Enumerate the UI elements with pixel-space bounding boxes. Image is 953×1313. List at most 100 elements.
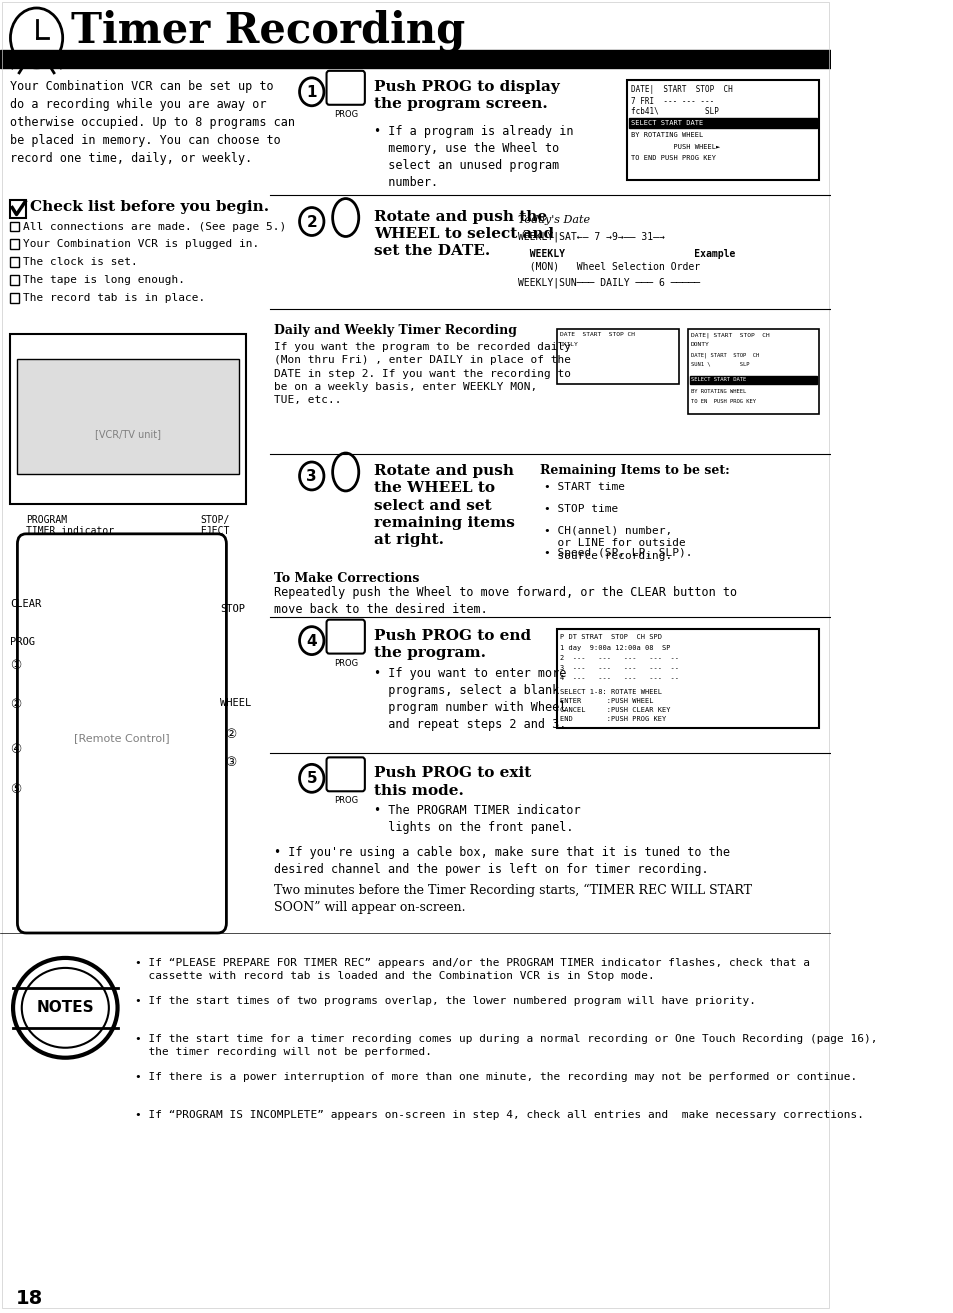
Text: ①: ① bbox=[10, 659, 22, 671]
Text: DATE  START  STOP CH: DATE START STOP CH bbox=[559, 332, 635, 337]
Text: PROGRAM
TIMER indicator: PROGRAM TIMER indicator bbox=[26, 515, 114, 537]
Text: PROG: PROG bbox=[334, 796, 357, 805]
Text: The tape is long enough.: The tape is long enough. bbox=[23, 276, 185, 285]
Text: ⑤: ⑤ bbox=[10, 784, 22, 796]
Bar bbox=[17, 360, 238, 474]
Bar bbox=[10, 257, 19, 268]
Text: • If the start time for a timer recording comes up during a normal recording or : • If the start time for a timer recordin… bbox=[134, 1033, 877, 1057]
Text: Repeatedly push the Wheel to move forward, or the CLEAR button to
move back to t: Repeatedly push the Wheel to move forwar… bbox=[274, 586, 737, 616]
Text: 3  ---   ---   ---   ---  --: 3 --- --- --- --- -- bbox=[559, 664, 679, 671]
Text: SELECT START DATE: SELECT START DATE bbox=[690, 377, 745, 382]
Bar bbox=[557, 330, 679, 385]
Text: 18: 18 bbox=[15, 1289, 43, 1308]
Text: • If a program is already in
  memory, use the Wheel to
  select an unused progr: • If a program is already in memory, use… bbox=[374, 125, 574, 189]
Text: Rotate and push the
WHEEL to select and
set the DATE.: Rotate and push the WHEEL to select and … bbox=[374, 210, 554, 259]
Text: 3: 3 bbox=[306, 469, 316, 484]
Text: Push PROG to end
the program.: Push PROG to end the program. bbox=[374, 629, 531, 660]
Text: SUN1 \         SLP: SUN1 \ SLP bbox=[690, 361, 748, 366]
Text: STOP: STOP bbox=[220, 604, 245, 613]
Text: DATE| START  STOP  CH: DATE| START STOP CH bbox=[690, 332, 768, 337]
Text: WEEKLY|SUN─── DAILY ─── 6 ─────: WEEKLY|SUN─── DAILY ─── 6 ───── bbox=[517, 277, 700, 288]
Text: WEEKLY|SAT←— 7 →9→—— 31—→: WEEKLY|SAT←— 7 →9→—— 31—→ bbox=[517, 231, 664, 242]
Text: CLEAR: CLEAR bbox=[10, 599, 42, 609]
Text: Your Combination VCR can be set up to
do a recording while you are away or
other: Your Combination VCR can be set up to do… bbox=[10, 80, 295, 165]
Text: TO END PUSH PROG KEY: TO END PUSH PROG KEY bbox=[631, 155, 716, 160]
Text: • If you're using a cable box, make sure that it is tuned to the
desired channel: • If you're using a cable box, make sure… bbox=[274, 846, 730, 876]
Text: 1 day  9:00a 12:00a 08  SP: 1 day 9:00a 12:00a 08 SP bbox=[559, 645, 670, 651]
Text: Check list before you begin.: Check list before you begin. bbox=[30, 200, 270, 214]
Text: 7 FRI  --- --- ---: 7 FRI --- --- --- bbox=[631, 97, 714, 106]
Text: [VCR/TV unit]: [VCR/TV unit] bbox=[95, 429, 161, 439]
Text: 4  ---   ---   ---   ---  --: 4 --- --- --- --- -- bbox=[559, 675, 679, 680]
Text: NOTES: NOTES bbox=[36, 999, 94, 1015]
Text: ④: ④ bbox=[10, 743, 22, 756]
Text: STOP/
EJECT: STOP/ EJECT bbox=[200, 515, 230, 537]
Text: • If “PLEASE PREPARE FOR TIMER REC” appears and/or the PROGRAM TIMER indicator f: • If “PLEASE PREPARE FOR TIMER REC” appe… bbox=[134, 958, 809, 981]
Text: Timer Recording: Timer Recording bbox=[71, 11, 465, 53]
Text: BY ROTATING WHEEL: BY ROTATING WHEEL bbox=[631, 131, 702, 138]
Bar bbox=[10, 200, 26, 218]
Bar bbox=[10, 222, 19, 231]
Text: • Speed (SP, LP, SLP).: • Speed (SP, LP, SLP). bbox=[543, 548, 692, 558]
Text: P DT STRAT  STOP  CH SPD: P DT STRAT STOP CH SPD bbox=[559, 634, 661, 639]
Bar bbox=[689, 377, 816, 385]
Text: If you want the program to be recorded daily
(Mon thru Fri) , enter DAILY in pla: If you want the program to be recorded d… bbox=[274, 343, 571, 406]
Text: PROG: PROG bbox=[10, 637, 35, 646]
Text: SELECT 1-8: ROTATE WHEEL: SELECT 1-8: ROTATE WHEEL bbox=[559, 688, 661, 695]
Text: • If “PROGRAM IS INCOMPLETE” appears on-screen in step 4, check all entries and : • If “PROGRAM IS INCOMPLETE” appears on-… bbox=[134, 1109, 863, 1120]
Text: • CH(annel) number,
  or LINE for outside
  source recording.: • CH(annel) number, or LINE for outside … bbox=[543, 527, 685, 561]
Text: The clock is set.: The clock is set. bbox=[23, 257, 137, 268]
Text: PROG: PROG bbox=[334, 659, 357, 667]
Text: Rotate and push
the WHEEL to
select and set
remaining items
at right.: Rotate and push the WHEEL to select and … bbox=[374, 463, 515, 548]
Text: 5: 5 bbox=[306, 771, 316, 786]
Bar bbox=[10, 335, 245, 504]
Text: To Make Corrections: To Make Corrections bbox=[274, 571, 419, 584]
Text: Push PROG to exit
this mode.: Push PROG to exit this mode. bbox=[374, 767, 531, 797]
Text: 2: 2 bbox=[306, 214, 316, 230]
Bar bbox=[626, 80, 818, 180]
Text: fcb41\          SLP: fcb41\ SLP bbox=[631, 106, 719, 116]
Text: PROG: PROG bbox=[334, 110, 357, 118]
Text: Push PROG to display
the program screen.: Push PROG to display the program screen. bbox=[374, 80, 559, 112]
Bar bbox=[10, 239, 19, 249]
Bar bbox=[557, 629, 818, 729]
Text: Two minutes before the Timer Recording starts, “TIMER REC WILL START
SOON” will : Two minutes before the Timer Recording s… bbox=[274, 884, 752, 914]
Text: Today's Date: Today's Date bbox=[517, 214, 590, 225]
Text: 4: 4 bbox=[306, 634, 316, 649]
Text: • If there is a power interruption of more than one minute, the recording may no: • If there is a power interruption of mo… bbox=[134, 1071, 857, 1082]
Text: • The PROGRAM TIMER indicator
  lights on the front panel.: • The PROGRAM TIMER indicator lights on … bbox=[374, 805, 580, 834]
Text: • STOP time: • STOP time bbox=[543, 504, 618, 513]
Text: DONTY: DONTY bbox=[690, 343, 708, 347]
Text: ③: ③ bbox=[224, 756, 235, 769]
Text: CANCEL     :PUSH CLEAR KEY: CANCEL :PUSH CLEAR KEY bbox=[559, 708, 670, 713]
Text: Your Combination VCR is plugged in.: Your Combination VCR is plugged in. bbox=[23, 239, 258, 249]
Text: ②: ② bbox=[10, 699, 22, 712]
Text: • START time: • START time bbox=[543, 482, 624, 492]
Text: 1: 1 bbox=[306, 85, 316, 100]
Text: END        :PUSH PROG KEY: END :PUSH PROG KEY bbox=[559, 717, 665, 722]
Text: BY ROTATING WHEEL: BY ROTATING WHEEL bbox=[690, 389, 745, 394]
Text: • If you want to enter more
  programs, select a blank
  program number with Whe: • If you want to enter more programs, se… bbox=[374, 667, 566, 730]
Bar bbox=[687, 330, 818, 414]
Text: Daily and Weekly Timer Recording: Daily and Weekly Timer Recording bbox=[274, 324, 517, 337]
Text: TO EN  PUSH PROG KEY: TO EN PUSH PROG KEY bbox=[690, 399, 755, 404]
Text: ②: ② bbox=[224, 729, 235, 742]
Text: WEEKLY                      Example: WEEKLY Example bbox=[517, 249, 735, 260]
Text: DATE|  START  STOP  CH: DATE| START STOP CH bbox=[631, 85, 732, 93]
Text: All connections are made. (See page 5.): All connections are made. (See page 5.) bbox=[23, 222, 286, 231]
Text: [Remote Control]: [Remote Control] bbox=[74, 734, 170, 743]
Text: The record tab is in place.: The record tab is in place. bbox=[23, 293, 205, 303]
Text: • If the start times of two programs overlap, the lower numbered program will ha: • If the start times of two programs ove… bbox=[134, 995, 755, 1006]
Text: 2  ---   ---   ---   ---  --: 2 --- --- --- --- -- bbox=[559, 655, 679, 660]
Bar bbox=[10, 276, 19, 285]
Text: SELECT START DATE: SELECT START DATE bbox=[631, 119, 702, 126]
Text: (MON)   Wheel Selection Order: (MON) Wheel Selection Order bbox=[517, 261, 700, 272]
Text: WHEEL: WHEEL bbox=[220, 699, 252, 709]
Text: DXILY: DXILY bbox=[559, 343, 578, 347]
Bar bbox=[10, 293, 19, 303]
Text: Remaining Items to be set:: Remaining Items to be set: bbox=[539, 463, 729, 477]
Text: PUSH WHEEL►: PUSH WHEEL► bbox=[631, 143, 720, 150]
Text: ENTER      :PUSH WHEEL: ENTER :PUSH WHEEL bbox=[559, 699, 653, 705]
Bar bbox=[0, 50, 830, 68]
Text: DATE| START  STOP  CH: DATE| START STOP CH bbox=[690, 352, 758, 357]
